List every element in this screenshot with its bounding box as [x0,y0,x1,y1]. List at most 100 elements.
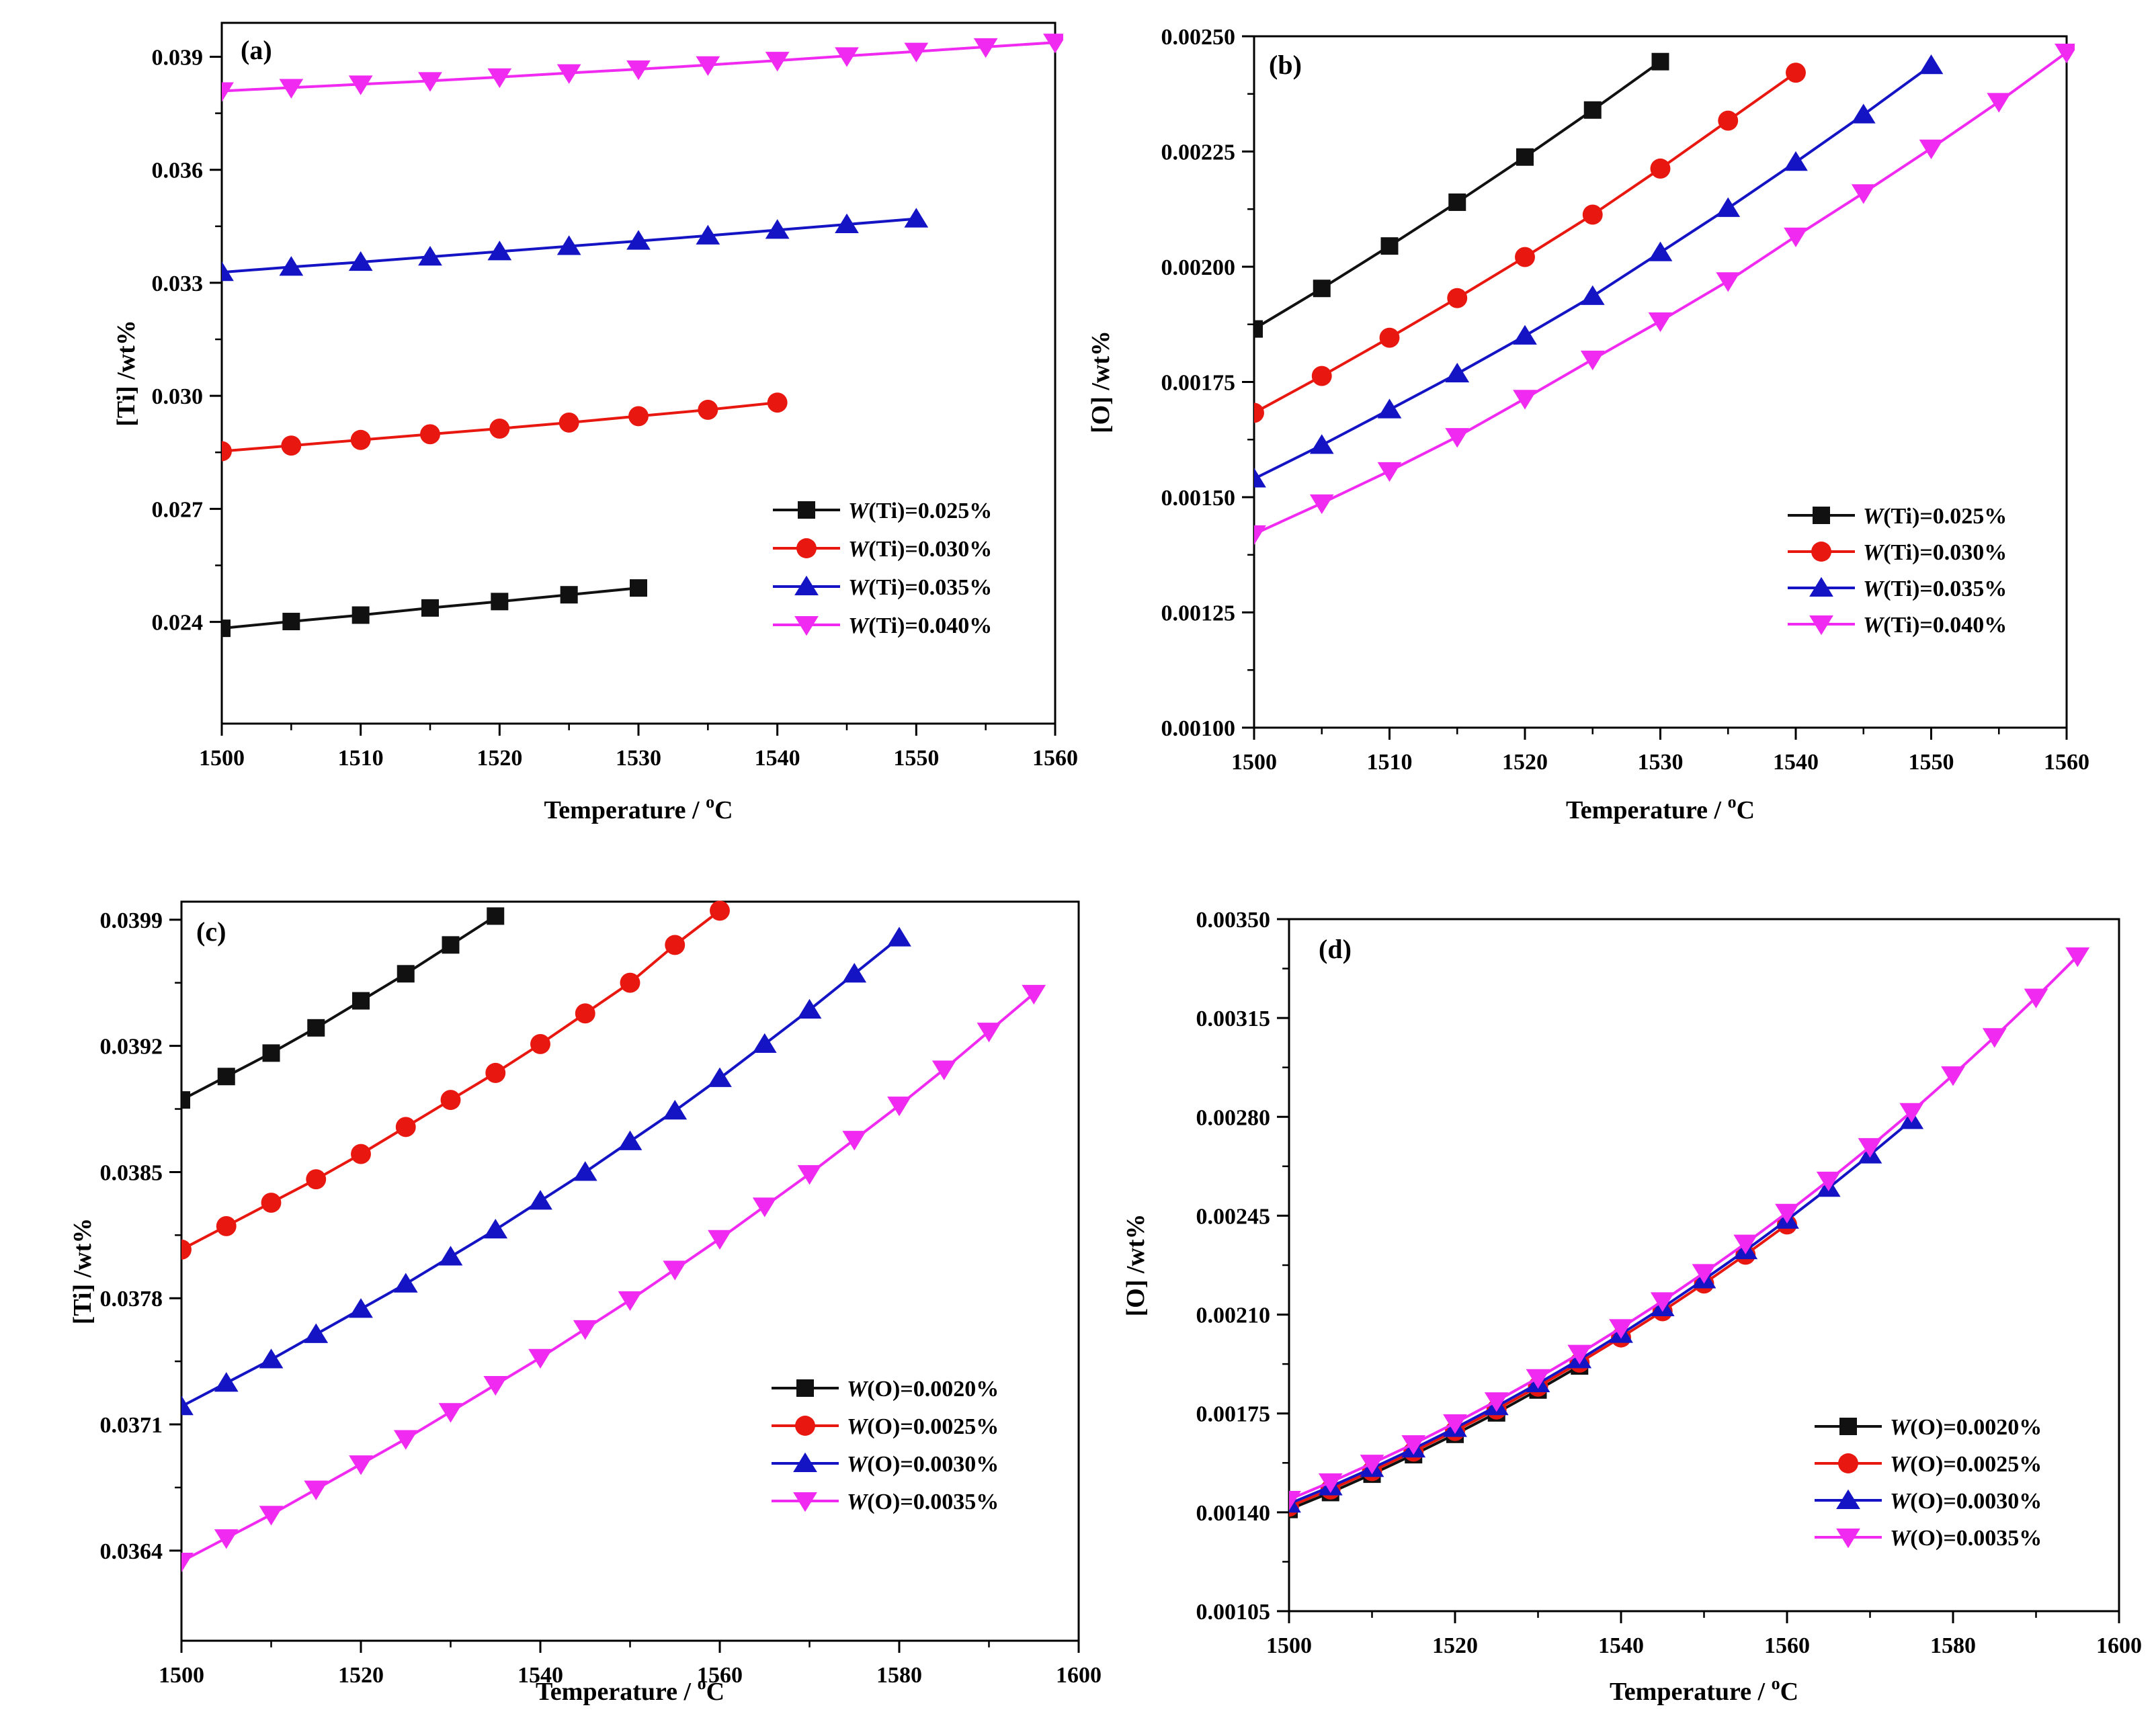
data-point [556,64,581,84]
data-point [489,418,510,439]
data-point [393,1273,418,1293]
data-point [904,42,929,62]
data-point [835,47,859,67]
panel-label: (a) [241,35,272,65]
data-point [530,1034,550,1054]
data-point [304,1323,329,1343]
data-point [1360,1455,1384,1475]
legend-marker [1811,542,1831,562]
data-point [1786,62,1806,83]
data-point [306,1169,327,1190]
data-point [483,1376,508,1396]
data-point [214,1529,239,1549]
data-point [1650,158,1671,179]
x-tick-label: 1560 [2044,750,2089,775]
series-3 [181,927,911,1416]
data-point [349,1298,373,1318]
data-point [214,1372,239,1392]
chart-panel-a: 1500 1510 1520 1530 1540 1550 1560 0.024 0.027 0.… [112,22,1078,824]
series-3 [222,208,929,282]
data-point [487,907,505,925]
series-3 [1254,54,1944,488]
legend-entry-label: W(O)=0.0035% [1890,1526,2042,1551]
legend: W(Ti)=0.025% W(Ti)=0.030% W(Ti)=0.035% W(Ti… [1788,504,2007,638]
data-point [1982,1028,2007,1048]
x-axis-title: Temperature / oC [1610,1674,1798,1706]
legend-marker [793,1452,817,1472]
data-point [626,230,651,250]
data-point [752,1033,777,1053]
x-axis-title: Temperature / oC [536,1674,724,1706]
x-tick-label: 1500 [1266,1633,1312,1658]
data-point [1716,197,1741,217]
y-tick-label: 0.00280 [1196,1105,1271,1130]
legend-marker [1809,615,1833,636]
x-tick-label: 1540 [1773,750,1819,775]
legend-entry-label: W(Ti)=0.035% [1863,576,2007,601]
y-tick-label: 0.0378 [100,1287,163,1312]
y-tick-label: 0.00140 [1196,1501,1271,1526]
data-point [2065,947,2090,968]
y-tick-label: 0.033 [152,271,204,296]
data-point [1580,285,1605,305]
data-point [573,1161,597,1181]
y-tick-label: 0.00175 [1161,371,1236,396]
legend: W(O)=0.0020% W(O)=0.0025% W(O)=0.0030% W(O)… [1815,1415,2042,1551]
data-point [1919,54,1944,75]
y-tick-label: 0.0392 [100,1035,163,1060]
x-tick-label: 1560 [1032,746,1078,771]
y-tick-label: 0.00105 [1196,1600,1271,1625]
series-line [181,937,901,1408]
y-tick-label: 0.0385 [100,1160,163,1185]
legend-marker [795,1416,815,1436]
data-point [1650,1292,1675,1312]
data-point [348,75,373,95]
data-point [261,1193,282,1213]
legend: W(O)=0.0020% W(O)=0.0025% W(O)=0.0030% W(O)… [772,1377,999,1514]
data-point [887,1097,911,1117]
data-point [1311,366,1332,386]
data-point [351,1144,371,1164]
data-point [1582,204,1603,225]
data-point [1816,1171,1841,1192]
data-point [842,1131,867,1151]
data-point [181,1395,194,1416]
data-point [1692,1264,1716,1284]
data-point [1377,462,1402,482]
chart-panel-b: 1500 1510 1520 1530 1540 1550 1560 0.00100 0.001… [1087,25,2089,824]
series-4 [222,34,1063,102]
x-tick-label: 1520 [1502,750,1548,775]
x-tick-label: 1520 [476,746,522,771]
series-line [1254,64,1932,480]
data-point [279,256,304,276]
y-tick-label: 0.00315 [1196,1006,1271,1031]
data-point [1445,362,1470,383]
data-point [418,72,442,92]
data-point [350,429,371,450]
data-point [618,1130,642,1150]
x-tick-label: 1520 [338,1663,384,1688]
legend-marker [1836,1489,1860,1509]
series-line [1289,1119,1913,1506]
data-point [1022,984,1046,1005]
data-point [931,1060,956,1080]
data-point [696,224,720,245]
data-point [352,992,370,1010]
data-point [665,935,686,955]
x-tick-label: 1560 [1764,1633,1810,1658]
x-axis-title: Temperature / oC [1566,792,1755,824]
y-axis-title: [Ti] /wt% [69,1218,97,1325]
data-point [1718,110,1739,131]
data-point [393,1430,418,1450]
data-point [628,406,649,427]
data-point [222,619,231,638]
series-4 [1254,44,2075,546]
plot-frame [180,900,1080,1642]
data-point [765,219,790,239]
data-point [977,1023,1001,1043]
data-point [1254,525,1266,546]
data-point [1851,184,1876,204]
legend-marker [794,616,819,636]
y-tick-label: 0.00245 [1196,1204,1271,1229]
data-point [708,1067,732,1087]
